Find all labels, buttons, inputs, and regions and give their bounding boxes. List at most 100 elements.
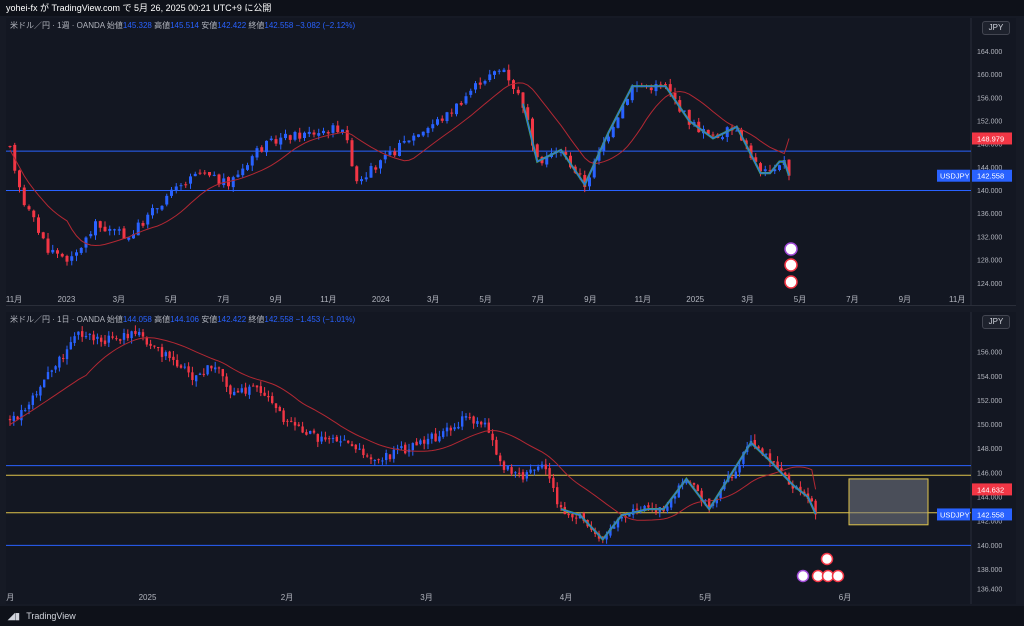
candle-body [389,454,391,459]
weekly-chart-canvas[interactable]: 164.000 160.000 156.000 152.000 148.000 144.0… [6,18,1016,306]
candle-body [469,91,472,95]
candle-body [289,135,292,140]
candle-body [327,132,330,133]
candle-body [51,370,53,371]
candle-body [237,391,239,393]
time-tick-label: 7月 [217,295,229,304]
jp-flag-icon [822,554,833,565]
candle-body [317,133,320,136]
candle-body [324,437,326,439]
low-label: 安値 [201,21,217,30]
candle-body [366,455,368,456]
candle-body [522,472,524,479]
symbol-tag-text: USDJPY [940,510,970,519]
candle-body [465,416,467,418]
close-label: 終値 [248,21,264,30]
candle-body [332,125,335,133]
open-label: 始値 [107,315,123,324]
time-tick-label: 2月 [281,593,293,602]
candle-body [58,357,60,368]
candle-body [130,331,132,338]
candle-body [537,467,539,470]
candle-body [42,232,45,238]
candle-body [617,118,620,128]
candle-body [317,434,319,442]
weekly-legend: 米ドル／円 · 1週 · OANDA 始値145.328 高値145.514 安… [10,20,355,31]
time-tick-label: 11月 [635,295,651,304]
candle-body [400,446,402,448]
candle-body [20,410,22,420]
candle-body [100,338,102,342]
candle-body [210,366,212,369]
candle-body [123,228,126,239]
candle-body [104,340,106,344]
time-tick-label: 3月 [420,593,432,602]
time-tick-label: 3月 [113,295,125,304]
time-tick-label: 9月 [899,295,911,304]
candle-body [434,434,436,442]
candle-body [427,439,429,444]
weekly-chart-pane[interactable]: 164.000 160.000 156.000 152.000 148.000 144.0… [6,18,1016,306]
candle-body [693,483,695,485]
candle-body [175,186,178,190]
candle-body [66,256,69,262]
candle-body [213,175,216,176]
candle-body [419,440,421,444]
candle-body [260,147,263,152]
footer: ◢▮ TradingView [0,606,1024,626]
daily-chart-pane[interactable]: 156.000 154.000 152.000 150.000 148.000 146.0… [6,312,1016,604]
candle-body [412,443,414,450]
candle-body [362,449,364,455]
candle-body [195,375,197,381]
moving-average-line [10,338,816,521]
candle-body [479,83,482,85]
candle-body [35,394,37,395]
candle-body [472,416,474,423]
candle-body [507,466,509,470]
candle-body [298,133,301,139]
daily-chart-canvas[interactable]: 156.000 154.000 152.000 150.000 148.000 146.0… [6,312,1016,604]
candle-body [358,449,360,450]
candle-body [712,135,715,136]
candle-body [172,357,174,360]
candle-body [241,169,244,176]
candle-body [127,334,129,338]
last-price-tag-text: 142.558 [977,172,1004,181]
candle-body [552,478,554,488]
price-tick-label: 132.000 [977,234,1002,241]
candle-body [370,457,372,459]
candle-body [146,215,149,225]
candle-body [389,152,392,155]
candle-body [666,507,668,511]
candle-body [431,124,434,128]
currency-button[interactable]: JPY [982,315,1010,329]
candle-body [351,140,354,166]
candle-body [303,133,306,138]
candle-body [355,166,358,181]
ma-price-tag-text: 148.979 [977,134,1004,143]
candle-body [503,461,505,469]
candle-body [408,140,411,142]
price-tick-label: 124.000 [977,281,1002,288]
currency-button[interactable]: JPY [982,21,1010,35]
candle-body [199,374,201,375]
candle-body [526,472,528,478]
time-tick-label: 11月 [320,295,336,304]
price-tick-label: 152.000 [977,398,1002,405]
candle-body [503,70,506,72]
candle-body [309,431,311,434]
price-tick-label: 164.000 [977,49,1002,56]
time-tick-label: 7月 [532,295,544,304]
candle-body [647,505,649,507]
candle-body [199,173,202,174]
candle-body [23,188,26,206]
candle-body [279,407,281,411]
candle-body [222,178,225,185]
time-tick-label: 9月 [270,295,282,304]
candle-body [381,460,383,461]
candle-body [735,472,737,479]
candle-body [113,229,116,230]
price-tick-label: 152.000 [977,118,1002,125]
candle-body [393,450,395,459]
time-tick-label: 2025 [139,593,157,602]
